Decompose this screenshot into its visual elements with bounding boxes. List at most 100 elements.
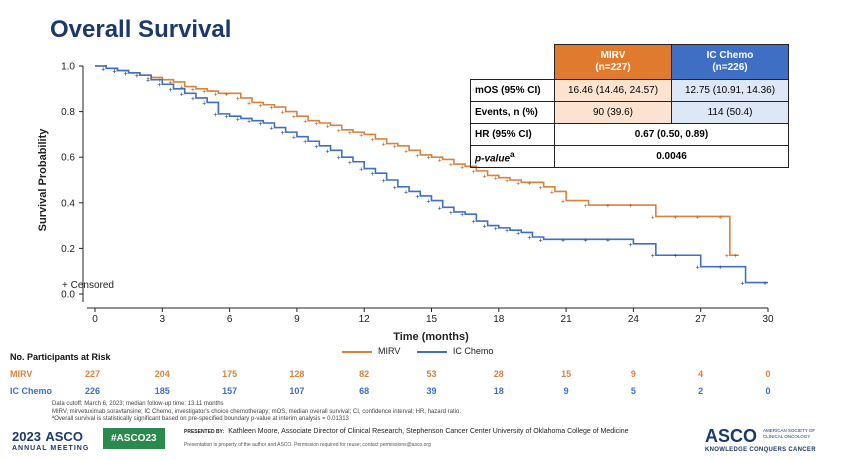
censor-mark: + xyxy=(247,119,251,126)
censor-mark: + xyxy=(516,230,520,237)
censor-mark: + xyxy=(337,155,341,162)
censor-mark: + xyxy=(236,116,240,123)
y-tick-label: 0.4 xyxy=(61,198,75,209)
footnote: Data cutoff: March 6, 2023; median follo… xyxy=(52,401,224,407)
censor-mark: + xyxy=(651,214,655,221)
risk-value: 68 xyxy=(359,386,370,396)
censor-mark: + xyxy=(213,91,217,98)
censor-mark: + xyxy=(269,105,273,112)
asco-annual-meeting-logo: 2023 ASCO ANNUAL MEETING xyxy=(12,429,90,452)
censor-mark: + xyxy=(483,173,487,180)
censor-mark: + xyxy=(393,144,397,151)
censor-mark: + xyxy=(471,219,475,226)
censor-mark: + xyxy=(494,176,498,183)
risk-value: 227 xyxy=(85,369,101,379)
risk-value: 39 xyxy=(426,386,437,396)
risk-value: 2 xyxy=(698,386,704,396)
slide-title: Overall Survival xyxy=(50,16,232,43)
hr-label: HR (95% CI) xyxy=(470,123,555,146)
chart-legend: MIRV IC Chemo xyxy=(342,346,493,356)
x-tick-label: 6 xyxy=(227,314,233,325)
ic-legend-line xyxy=(416,350,447,353)
stats-table: MIRV (n=227) IC Chemo (n=226) mOS (95% CI)… xyxy=(470,44,789,168)
censor-mark: + xyxy=(583,203,587,210)
censor-mark: + xyxy=(359,167,363,174)
y-tick-label: 0.2 xyxy=(61,244,75,255)
censor-mark: + xyxy=(191,87,195,94)
risk-value: 4 xyxy=(698,369,704,379)
presented-by: PRESENTED BY: Kathleen Moore, Associate D… xyxy=(184,428,629,435)
risk-value: 9 xyxy=(630,369,636,379)
risk-value: 204 xyxy=(154,369,170,379)
censor-mark: + xyxy=(734,253,738,260)
risk-label-ic: IC Chemo xyxy=(10,386,53,396)
hr-value: 0.67 (0.50, 0.89) xyxy=(554,123,789,146)
censor-mark: + xyxy=(258,103,262,110)
mirv-header: MIRV (n=227) xyxy=(554,44,672,80)
censor-mark: + xyxy=(202,100,206,107)
censor-mark: + xyxy=(527,180,531,187)
censor-mark: + xyxy=(337,128,341,135)
risk-value: 5 xyxy=(630,386,636,396)
risk-value: 53 xyxy=(426,369,437,379)
censor-mark: + xyxy=(483,224,487,231)
x-tick-label: 0 xyxy=(92,314,98,325)
risk-value: 185 xyxy=(154,386,170,396)
censor-mark: + xyxy=(606,237,610,244)
censor-mark: + xyxy=(404,148,408,155)
censor-mark: + xyxy=(180,91,184,98)
censor-mark: + xyxy=(505,228,509,235)
censor-mark: + xyxy=(292,114,296,121)
ic-header: IC Chemo (n=226) xyxy=(671,44,789,80)
censor-mark: + xyxy=(583,237,587,244)
censor-mark: + xyxy=(628,242,632,249)
series-line-ic xyxy=(95,65,768,284)
censor-mark: + xyxy=(449,162,453,169)
censor-mark: + xyxy=(112,69,116,76)
censor-mark: + xyxy=(225,91,229,98)
censor-mark: + xyxy=(225,114,229,121)
censor-mark: + xyxy=(718,265,722,272)
x-tick-label: 12 xyxy=(359,314,371,325)
p-label: p-valuea xyxy=(470,145,555,168)
censor-mark: + xyxy=(494,226,498,233)
censor-mark: + xyxy=(561,237,565,244)
censor-mark: + xyxy=(191,96,195,103)
risk-value: 175 xyxy=(222,369,238,379)
censor-mark: + xyxy=(561,199,565,206)
y-tick-label: 1.0 xyxy=(61,62,75,73)
footnotes: Data cutoff: March 6, 2023; median follo… xyxy=(52,401,461,424)
censor-mark: + xyxy=(157,78,161,85)
p-value: 0.0046 xyxy=(554,145,789,168)
censor-mark: + xyxy=(157,82,161,89)
censor-mark: + xyxy=(763,281,767,288)
censor-mark: + xyxy=(135,73,139,80)
censor-mark: + xyxy=(673,214,677,221)
events-ic: 114 (50.4) xyxy=(671,101,789,124)
censor-mark: + xyxy=(725,253,729,260)
censor-mark: + xyxy=(281,110,285,117)
censor-mark: + xyxy=(202,89,206,96)
risk-value: 226 xyxy=(85,386,101,396)
censor-mark: + xyxy=(314,144,318,151)
censor-mark: + xyxy=(460,164,464,171)
censor-mark: + xyxy=(415,194,419,201)
footnote: ªOverall survival is statistically signi… xyxy=(52,416,349,422)
censor-mark: + xyxy=(539,185,543,192)
censor-mark: + xyxy=(382,142,386,149)
censor-mark: + xyxy=(415,153,419,160)
property-notice: Presentation is property of the author a… xyxy=(184,442,431,448)
censor-mark: + xyxy=(426,155,430,162)
risk-table-title: No. Participants at Risk xyxy=(10,352,111,362)
mos-mirv: 16.46 (14.46, 24.57) xyxy=(554,79,672,102)
censor-mark: + xyxy=(460,212,464,219)
censor-mark: + xyxy=(370,171,374,178)
censor-mark: + xyxy=(269,126,273,133)
risk-value: 15 xyxy=(561,369,572,379)
censor-mark: + xyxy=(606,203,610,210)
censor-mark: + xyxy=(696,214,700,221)
censor-mark: + xyxy=(505,178,509,185)
x-tick-label: 9 xyxy=(294,314,300,325)
km-chart: 0 3 6 9 12 15 18 21 24 27 30 0.0 0.2 0.4 0.6 0.8 1.0 + + +… xyxy=(37,62,774,344)
x-tick-label: 24 xyxy=(628,314,640,325)
